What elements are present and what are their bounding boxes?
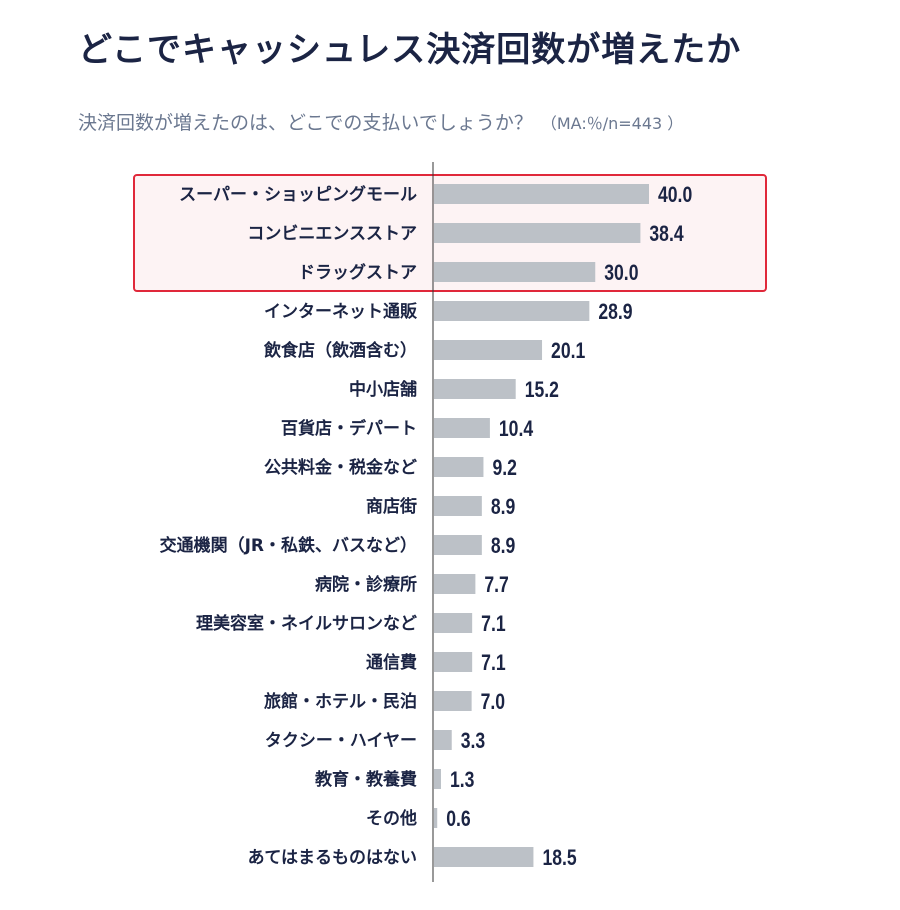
value-label: 18.5 [542,846,576,870]
category-label: その他 [366,808,417,829]
value-label: 8.9 [491,534,515,558]
value-label: 0.6 [446,807,470,831]
bar [434,613,473,633]
category-label: 理美容室・ネイルサロンなど [196,613,417,634]
bar [434,574,476,594]
chart-subtitle: 決済回数が増えたのは、どこでの支払いでしょうか？ （MA:％/n=443 ） [78,108,683,135]
bar [434,769,441,789]
chart-title: どこでキャッシュレス決済回数が増えたか [78,30,742,70]
category-label: ドラッグストア [298,262,417,283]
bar [434,691,472,711]
bar [434,730,452,750]
category-label: 飲食店（飲酒含む） [263,340,417,361]
category-label: スーパー・ショッピングモール [179,184,417,205]
category-label: 病院・診療所 [315,574,417,595]
value-label: 7.1 [481,612,505,636]
value-label: 20.1 [551,339,585,363]
bar [434,184,649,204]
value-label: 38.4 [649,222,683,246]
bar [434,223,641,243]
value-label: 28.9 [598,300,632,324]
value-label: 3.3 [461,729,485,753]
sample-note: （MA:％/n=443 ） [540,114,684,133]
value-label: 10.4 [499,417,533,441]
bar [434,652,473,672]
category-label: 中小店舗 [349,379,417,400]
value-label: 40.0 [658,183,692,207]
category-label: 公共料金・税金など [264,457,417,478]
category-label: 教育・教養費 [314,769,417,790]
category-label: 旅館・ホテル・民泊 [264,691,417,712]
value-label: 7.1 [481,651,505,675]
category-label: タクシー・ハイヤー [265,731,417,751]
value-label: 7.0 [481,690,505,714]
value-label: 9.2 [492,456,516,480]
bar [434,379,516,399]
value-label: 8.9 [491,495,515,519]
bar [434,808,438,828]
category-label: 百貨店・デパート [281,418,417,439]
bar [434,535,482,555]
bar [434,262,596,282]
value-label: 1.3 [450,768,474,792]
bar [434,418,490,438]
bar [434,301,590,321]
category-label: 交通機関（JR・私鉄、バスなど） [160,535,417,556]
value-label: 15.2 [525,378,559,402]
bar [434,847,534,867]
bar [434,340,543,360]
category-label: インターネット通販 [264,301,418,322]
value-label: 30.0 [604,261,638,285]
bar [434,496,482,516]
subtitle-text: 決済回数が増えたのは、どこでの支払いでしょうか？ [78,112,533,134]
category-label: あてはまるものはない [248,848,417,868]
bar [434,457,484,477]
category-label: 通信費 [366,652,417,673]
value-label: 7.7 [484,573,508,597]
category-label: コンビニエンスストア [247,224,417,244]
category-label: 商店街 [366,496,417,517]
